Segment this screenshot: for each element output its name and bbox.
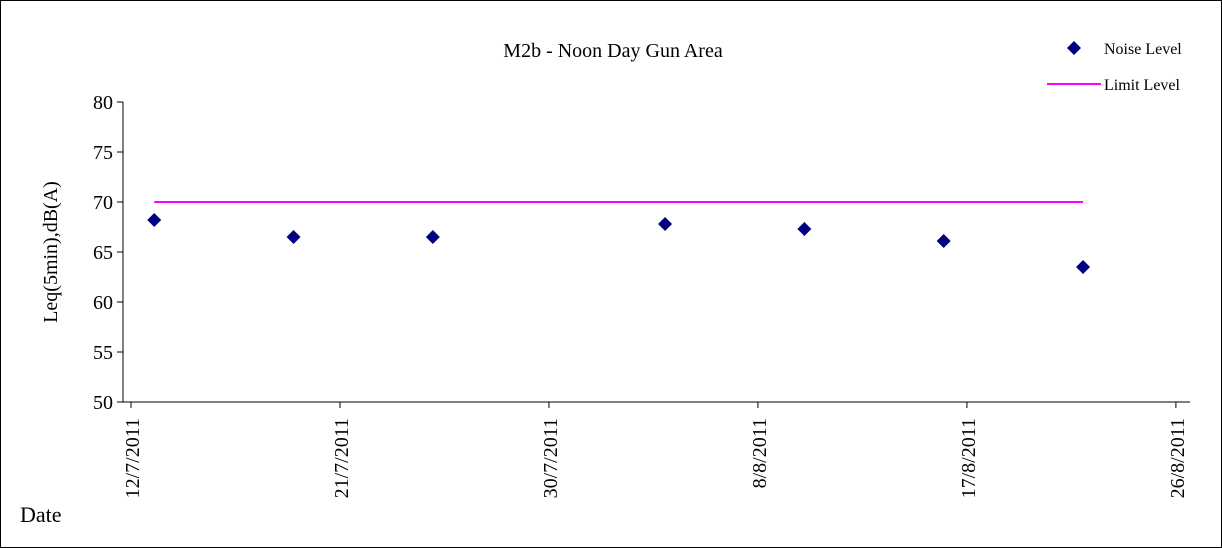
legend-label: Noise Level	[1104, 41, 1182, 58]
noise-level-point	[658, 217, 673, 231]
y-tick-label: 75	[93, 142, 113, 164]
y-axis-label: Leq(5min),dB(A)	[40, 181, 62, 323]
noise-level-point	[1076, 260, 1091, 274]
noise-level-point	[936, 234, 951, 248]
x-tick-label: 21/7/2011	[331, 418, 353, 498]
y-tick-label: 80	[93, 92, 113, 114]
y-tick-label: 65	[93, 242, 113, 264]
noise-level-point	[425, 230, 440, 244]
y-tick-label: 70	[93, 192, 113, 214]
x-tick-label: 17/8/2011	[958, 418, 980, 498]
legend-label: Limit Level	[1104, 77, 1181, 94]
y-tick-label: 55	[93, 342, 113, 364]
chart-title: M2b - Noon Day Gun Area	[503, 40, 723, 62]
x-tick-label: 30/7/2011	[540, 418, 562, 498]
plot-layer: 50 55 60 65 70 75 80 12/7/2011 21/7/2011 30/7/201…	[93, 92, 1189, 498]
noise-level-point	[147, 213, 162, 227]
legend-marker-swatch	[1067, 41, 1081, 55]
y-tick-label: 50	[93, 392, 113, 414]
x-axis-label: Date	[20, 502, 62, 527]
x-tick-label: 26/8/2011	[1167, 418, 1189, 498]
x-tick-label: 8/8/2011	[749, 418, 771, 488]
y-tick-label: 60	[93, 292, 113, 314]
noise-level-point	[286, 230, 301, 244]
x-tick-label: 12/7/2011	[122, 418, 144, 498]
noise-level-point	[797, 222, 812, 236]
legend: Noise Level Limit Level	[1047, 41, 1182, 94]
